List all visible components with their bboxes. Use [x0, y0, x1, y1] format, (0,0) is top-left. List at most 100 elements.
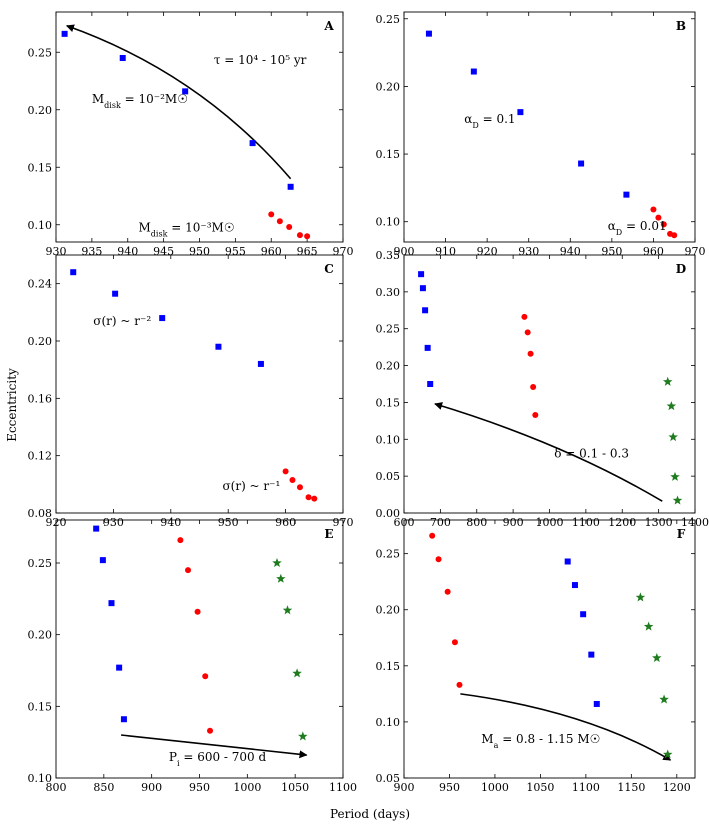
x-tick-label: 940	[117, 245, 138, 258]
trend-arrow	[120, 734, 308, 759]
x-tick-label: 1100	[329, 781, 357, 794]
panel-b: 900 910 920 930 940 950 960 9700.100.150.200.25…	[376, 11, 706, 258]
y-tick-label: 0.20	[376, 80, 401, 93]
x-tick-label: 930	[518, 245, 539, 258]
data-point-red	[289, 477, 296, 484]
data-point-green	[276, 573, 286, 583]
annotation: Mdisk = 10⁻³M☉	[139, 221, 235, 239]
x-tick-label: 800	[46, 781, 67, 794]
data-point-red	[282, 468, 289, 475]
data-point-red	[451, 639, 458, 646]
x-tick-label: 950	[439, 781, 460, 794]
data-point-red	[194, 608, 201, 615]
data-point-green	[672, 495, 683, 505]
data-point-green	[666, 401, 677, 411]
data-point-red	[456, 681, 463, 688]
panel-d: 600 700 800 900 1000 1100 1200 1300 14000.000.05…	[376, 249, 709, 529]
data-point-green	[272, 558, 282, 568]
data-point-red	[521, 313, 528, 320]
y-tick-label: 0.00	[376, 507, 401, 520]
data-point-red	[671, 232, 678, 239]
x-tick-label: 950	[189, 245, 210, 258]
panel-letter: F	[677, 527, 686, 541]
data-point-red	[304, 233, 311, 240]
y-tick-label: 0.05	[376, 470, 401, 483]
y-tick-label: 0.15	[28, 161, 53, 174]
y-tick-label: 0.20	[376, 604, 401, 617]
y-tick-label: 0.16	[28, 392, 53, 405]
data-point-blue	[120, 716, 127, 723]
annotation: τ = 10⁴ - 10⁵ yr	[214, 53, 307, 67]
data-point-blue	[93, 525, 100, 532]
y-tick-label: 0.15	[28, 700, 53, 713]
y-tick-label: 0.20	[28, 104, 53, 117]
data-point-red	[530, 383, 537, 390]
x-tick-label: 800	[466, 516, 487, 529]
y-tick-label: 0.05	[376, 772, 401, 785]
plot-frame	[55, 11, 344, 243]
data-point-green	[298, 731, 308, 741]
x-tick-label: 920	[477, 245, 498, 258]
plot-frame	[403, 11, 696, 243]
data-point-blue	[623, 191, 630, 198]
y-tick-label: 0.10	[28, 219, 53, 232]
x-tick-label: 935	[81, 245, 102, 258]
data-point-blue	[422, 307, 429, 314]
y-tick-label: 0.24	[28, 278, 53, 291]
panel-letter: E	[324, 527, 333, 541]
data-point-blue	[580, 611, 587, 618]
data-point-green	[292, 668, 302, 678]
y-tick-label: 0.20	[28, 629, 53, 642]
panel-letter: C	[324, 262, 334, 276]
y-tick-label: 0.20	[28, 335, 53, 348]
y-tick-label: 0.25	[376, 13, 401, 26]
plot-frame	[403, 254, 696, 514]
x-tick-label: 940	[160, 516, 181, 529]
data-point-red	[202, 673, 209, 680]
trend-arrow	[460, 693, 672, 761]
y-tick-label: 0.10	[376, 216, 401, 229]
plot-frame	[403, 519, 696, 779]
data-point-red	[207, 727, 214, 734]
data-point-blue	[593, 700, 600, 707]
data-point-red	[435, 556, 442, 563]
x-tick-label: 900	[394, 781, 415, 794]
data-point-green	[635, 592, 646, 602]
data-point-blue	[578, 160, 585, 167]
x-tick-label: 900	[141, 781, 162, 794]
data-point-blue	[119, 55, 126, 61]
data-point-blue	[116, 664, 123, 671]
x-tick-label: 1050	[526, 781, 554, 794]
data-point-green	[652, 652, 662, 663]
data-point-red	[185, 567, 192, 574]
x-axis-title: Period (days)	[330, 807, 410, 821]
data-point-green	[662, 749, 673, 759]
x-tick-label: 1000	[481, 781, 509, 794]
x-tick-label: 960	[261, 245, 282, 258]
data-point-red	[305, 494, 312, 501]
data-point-blue	[588, 651, 595, 658]
x-tick-label: 950	[601, 245, 622, 258]
panel-a: 930 935 940 945 950 955 960 965 9700.100.150.200…	[28, 11, 354, 258]
annotation: Ma = 0.8 - 1.15 M☉	[481, 732, 600, 750]
data-point-green	[670, 471, 680, 481]
x-tick-label: 1150	[617, 781, 645, 794]
data-point-red	[286, 224, 293, 231]
y-tick-label: 0.10	[28, 772, 53, 785]
data-point-red	[524, 329, 531, 336]
y-tick-label: 0.12	[28, 450, 53, 463]
x-tick-label: 960	[275, 516, 296, 529]
data-point-red	[660, 221, 667, 228]
y-tick-label: 0.10	[376, 433, 401, 446]
x-tick-label: 1300	[645, 516, 673, 529]
data-point-red	[311, 495, 318, 502]
data-point-red	[655, 214, 662, 221]
y-tick-label: 0.15	[376, 660, 401, 673]
y-tick-label: 0.10	[376, 716, 401, 729]
x-tick-label: 930	[103, 516, 124, 529]
data-point-blue	[517, 109, 524, 116]
y-tick-label: 0.15	[376, 396, 401, 409]
data-point-blue	[182, 88, 189, 95]
x-tick-label: 1000	[233, 781, 261, 794]
